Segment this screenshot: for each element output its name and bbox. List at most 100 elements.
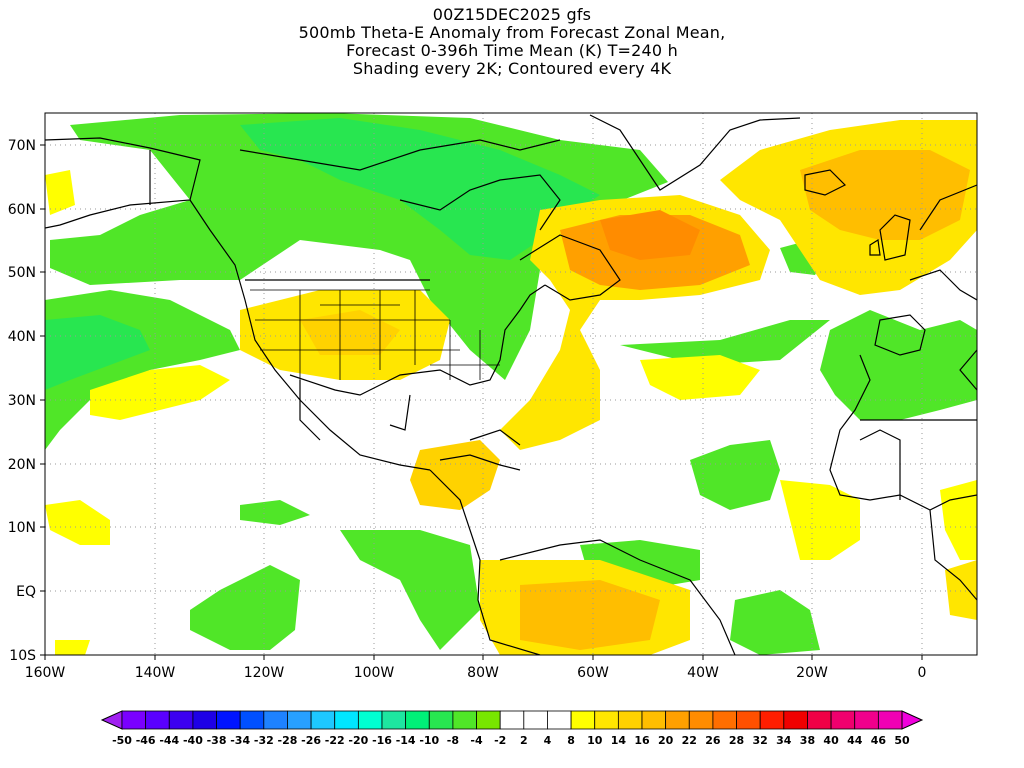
colorbar-box bbox=[617, 710, 643, 730]
lon-label-0: 0 bbox=[918, 665, 927, 681]
graticule bbox=[45, 113, 977, 655]
colorbar-box bbox=[594, 710, 619, 730]
lat-label-10s: 10S bbox=[9, 648, 36, 664]
title-line-4: Shading every 2K; Contoured every 4K bbox=[352, 59, 672, 78]
colorbar-box bbox=[428, 710, 454, 730]
colorbar-label: -16 bbox=[372, 734, 392, 747]
colorbar-label: -50 bbox=[112, 734, 132, 747]
colorbar-low-triangle bbox=[100, 710, 123, 730]
colorbar-box bbox=[239, 710, 265, 730]
colorbar-box bbox=[168, 710, 194, 730]
lon-label-100w: 100W bbox=[354, 665, 395, 681]
colorbar-label: -46 bbox=[136, 734, 156, 747]
title-line-1: 00Z15DEC2025 gfs bbox=[432, 5, 592, 24]
colorbar-label: 34 bbox=[776, 734, 792, 747]
lon-label-20w: 20W bbox=[796, 665, 828, 681]
colorbar-high-triangle bbox=[901, 710, 924, 730]
colorbar-box bbox=[736, 710, 761, 730]
colorbar-box bbox=[688, 710, 714, 730]
colorbar-label: -14 bbox=[396, 734, 416, 747]
lat-label-10n: 10N bbox=[8, 520, 36, 536]
colorbar-label: -34 bbox=[230, 734, 250, 747]
colorbar-box bbox=[807, 710, 832, 730]
colorbar-label: 16 bbox=[634, 734, 650, 747]
colorbar-label: 22 bbox=[682, 734, 697, 747]
coastlines bbox=[45, 114, 977, 655]
colorbar-box bbox=[310, 710, 336, 730]
lat-label-20n: 20N bbox=[8, 457, 36, 473]
lat-label-70n: 70N bbox=[8, 138, 36, 154]
colorbar-box bbox=[665, 710, 690, 730]
colorbar-label: 20 bbox=[658, 734, 674, 747]
lon-label-60w: 60W bbox=[577, 665, 609, 681]
colorbar-box bbox=[523, 710, 548, 730]
lat-ticks bbox=[40, 144, 45, 656]
lat-label-eq: EQ bbox=[16, 584, 36, 600]
colorbar-box bbox=[357, 710, 383, 730]
colorbar-boxes bbox=[100, 710, 924, 730]
colorbar-box bbox=[405, 710, 430, 730]
colorbar-box bbox=[334, 710, 359, 730]
lon-label-80w: 80W bbox=[467, 665, 499, 681]
colorbar-box bbox=[263, 710, 288, 730]
colorbar-box bbox=[499, 710, 525, 730]
lat-label-40n: 40N bbox=[8, 329, 36, 345]
lat-axis: 70N 60N 50N 40N 30N 20N 10N EQ 10S bbox=[8, 138, 45, 664]
map-frame bbox=[44, 112, 978, 656]
title-line-3: Forecast 0-396h Time Mean (K) T=240 h bbox=[346, 41, 678, 60]
colorbar-label: 4 bbox=[544, 734, 552, 747]
colorbar-label: -40 bbox=[183, 734, 203, 747]
lon-label-140w: 140W bbox=[135, 665, 176, 681]
colorbar-label: 50 bbox=[894, 734, 910, 747]
colorbar-label: 14 bbox=[611, 734, 627, 747]
colorbar-box bbox=[145, 710, 170, 730]
colorbar-label: -2 bbox=[494, 734, 506, 747]
colorbar-box bbox=[712, 710, 737, 730]
colorbar-box bbox=[476, 710, 501, 730]
colorbar-label: 46 bbox=[871, 734, 887, 747]
colorbar-label: 38 bbox=[800, 734, 815, 747]
colorbar-box bbox=[877, 710, 903, 730]
colorbar-box bbox=[570, 710, 596, 730]
colorbar-box bbox=[854, 710, 879, 730]
colorbar-label: -28 bbox=[278, 734, 298, 747]
lon-label-120w: 120W bbox=[244, 665, 285, 681]
colorbar-box bbox=[641, 710, 667, 730]
map-panel: 70N 60N 50N 40N 30N 20N 10N EQ 10S 160W … bbox=[8, 112, 978, 681]
title-line-2: 500mb Theta-E Anomaly from Forecast Zona… bbox=[298, 23, 726, 42]
colorbar-label: -38 bbox=[207, 734, 227, 747]
colorbar-box bbox=[452, 710, 477, 730]
colorbar-label: -22 bbox=[325, 734, 345, 747]
lat-label-60n: 60N bbox=[8, 202, 36, 218]
lat-label-30n: 30N bbox=[8, 393, 36, 409]
colorbar-box bbox=[381, 710, 407, 730]
colorbar-label: -32 bbox=[254, 734, 274, 747]
colorbar-box bbox=[287, 710, 312, 730]
colorbar-label: 10 bbox=[587, 734, 603, 747]
colorbar-label: 40 bbox=[823, 734, 839, 747]
state-borders bbox=[250, 289, 500, 380]
colorbar-box bbox=[121, 710, 147, 730]
colorbar-label: -26 bbox=[301, 734, 321, 747]
colorbar-label: -4 bbox=[470, 734, 483, 747]
colorbar-label: 2 bbox=[520, 734, 528, 747]
colorbar-label: 32 bbox=[753, 734, 768, 747]
colorbar-label: -44 bbox=[159, 734, 179, 747]
lon-label-160w: 160W bbox=[25, 665, 66, 681]
colorbar-box bbox=[830, 710, 856, 730]
colorbar-box bbox=[192, 710, 217, 730]
plot-title: 00Z15DEC2025 gfs 500mb Theta-E Anomaly f… bbox=[0, 6, 1024, 78]
colorbar-label: 26 bbox=[705, 734, 721, 747]
colorbar-label: 44 bbox=[847, 734, 863, 747]
colorbar-box bbox=[759, 710, 785, 730]
colorbar-label: 28 bbox=[729, 734, 744, 747]
lat-label-50n: 50N bbox=[8, 265, 36, 281]
colorbar-label: -10 bbox=[419, 734, 439, 747]
lon-axis: 160W 140W 120W 100W 80W 60W 40W 20W 0 bbox=[25, 655, 927, 681]
colorbar-box bbox=[783, 710, 808, 730]
colorbar-label: -8 bbox=[447, 734, 459, 747]
colorbar-label: 8 bbox=[567, 734, 575, 747]
colorbar-box bbox=[216, 710, 241, 730]
lon-label-40w: 40W bbox=[687, 665, 719, 681]
